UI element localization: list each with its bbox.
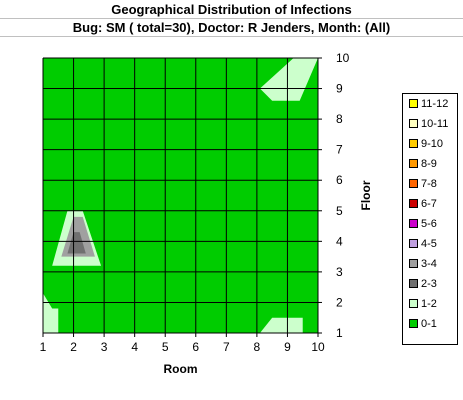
- y-tick-label: 8: [336, 112, 343, 126]
- y-tick-label: 6: [336, 173, 343, 187]
- contour-region-5: [259, 317, 303, 333]
- x-tick-label: 2: [70, 340, 77, 354]
- legend-label: 9-10: [421, 138, 444, 150]
- legend-swatch: [409, 238, 418, 248]
- legend-item: 3-4: [409, 258, 437, 270]
- legend-item: 5-6: [409, 218, 437, 230]
- legend-item: 10-11: [409, 118, 448, 130]
- x-tick-label: 1: [40, 340, 47, 354]
- x-tick-label: 6: [192, 340, 199, 354]
- legend-label: 4-5: [421, 238, 437, 250]
- legend-swatch: [409, 318, 418, 328]
- y-tick-label: 7: [336, 143, 343, 157]
- contour-band-background: [43, 58, 318, 333]
- legend-item: 6-7: [409, 198, 437, 210]
- legend-label: 10-11: [421, 118, 449, 130]
- legend: 11-12 10-11 9-10 8-9 7-8 6-7 5-6 4-5 3-4 2-3 1-2 0-…: [402, 93, 458, 345]
- contour-region-3: [43, 293, 59, 333]
- legend-label: 11-12: [421, 98, 449, 110]
- legend-label: 0-1: [421, 318, 437, 330]
- y-tick-label: 2: [336, 295, 343, 309]
- y-tick-label: 5: [336, 204, 343, 218]
- legend-item: 2-3: [409, 278, 437, 290]
- chart-title: Geographical Distribution of Infections: [0, 2, 463, 19]
- x-tick-label: 4: [131, 340, 138, 354]
- legend-item: 7-8: [409, 178, 437, 190]
- legend-swatch: [409, 298, 418, 308]
- x-tick-label: 7: [223, 340, 230, 354]
- legend-item: 11-12: [409, 98, 448, 110]
- y-tick-label: 9: [336, 82, 343, 96]
- legend-swatch: [409, 138, 418, 148]
- contour-region-2: [67, 232, 86, 254]
- legend-label: 2-3: [421, 278, 437, 290]
- legend-item: 4-5: [409, 238, 437, 250]
- y-tick-label: 10: [336, 51, 350, 65]
- legend-item: 0-1: [409, 318, 437, 330]
- legend-swatch: [409, 278, 418, 288]
- legend-label: 5-6: [421, 218, 437, 230]
- legend-item: 1-2: [409, 298, 437, 310]
- legend-item: 9-10: [409, 138, 443, 150]
- x-tick-label: 3: [101, 340, 108, 354]
- y-tick-label: 1: [336, 326, 343, 340]
- legend-label: 8-9: [421, 158, 437, 170]
- legend-swatch: [409, 98, 418, 108]
- legend-label: 3-4: [421, 258, 437, 270]
- legend-label: 6-7: [421, 198, 437, 210]
- chart-subtitle: Bug: SM ( total=30), Doctor: R Jenders, …: [0, 20, 463, 37]
- y-tick-label: 4: [336, 234, 343, 248]
- contour-region-4: [259, 58, 318, 101]
- y-tick-label: 3: [336, 265, 343, 279]
- x-tick-label: 8: [254, 340, 261, 354]
- legend-swatch: [409, 158, 418, 168]
- contour-plot: 1 2 3 4 5 6 7 8 9 10 1 2 3 4 5 6 7 8 9 10 Room Floor: [40, 51, 373, 376]
- legend-label: 7-8: [421, 178, 437, 190]
- legend-label: 1-2: [421, 298, 437, 310]
- x-tick-label: 9: [284, 340, 291, 354]
- x-axis-label: Room: [164, 362, 198, 376]
- x-tick-label: 10: [311, 340, 325, 354]
- legend-swatch: [409, 258, 418, 268]
- legend-swatch: [409, 178, 418, 188]
- legend-swatch: [409, 118, 418, 128]
- legend-swatch: [409, 198, 418, 208]
- legend-swatch: [409, 218, 418, 228]
- y-axis-label: Floor: [359, 180, 373, 210]
- legend-item: 8-9: [409, 158, 437, 170]
- x-tick-label: 5: [162, 340, 169, 354]
